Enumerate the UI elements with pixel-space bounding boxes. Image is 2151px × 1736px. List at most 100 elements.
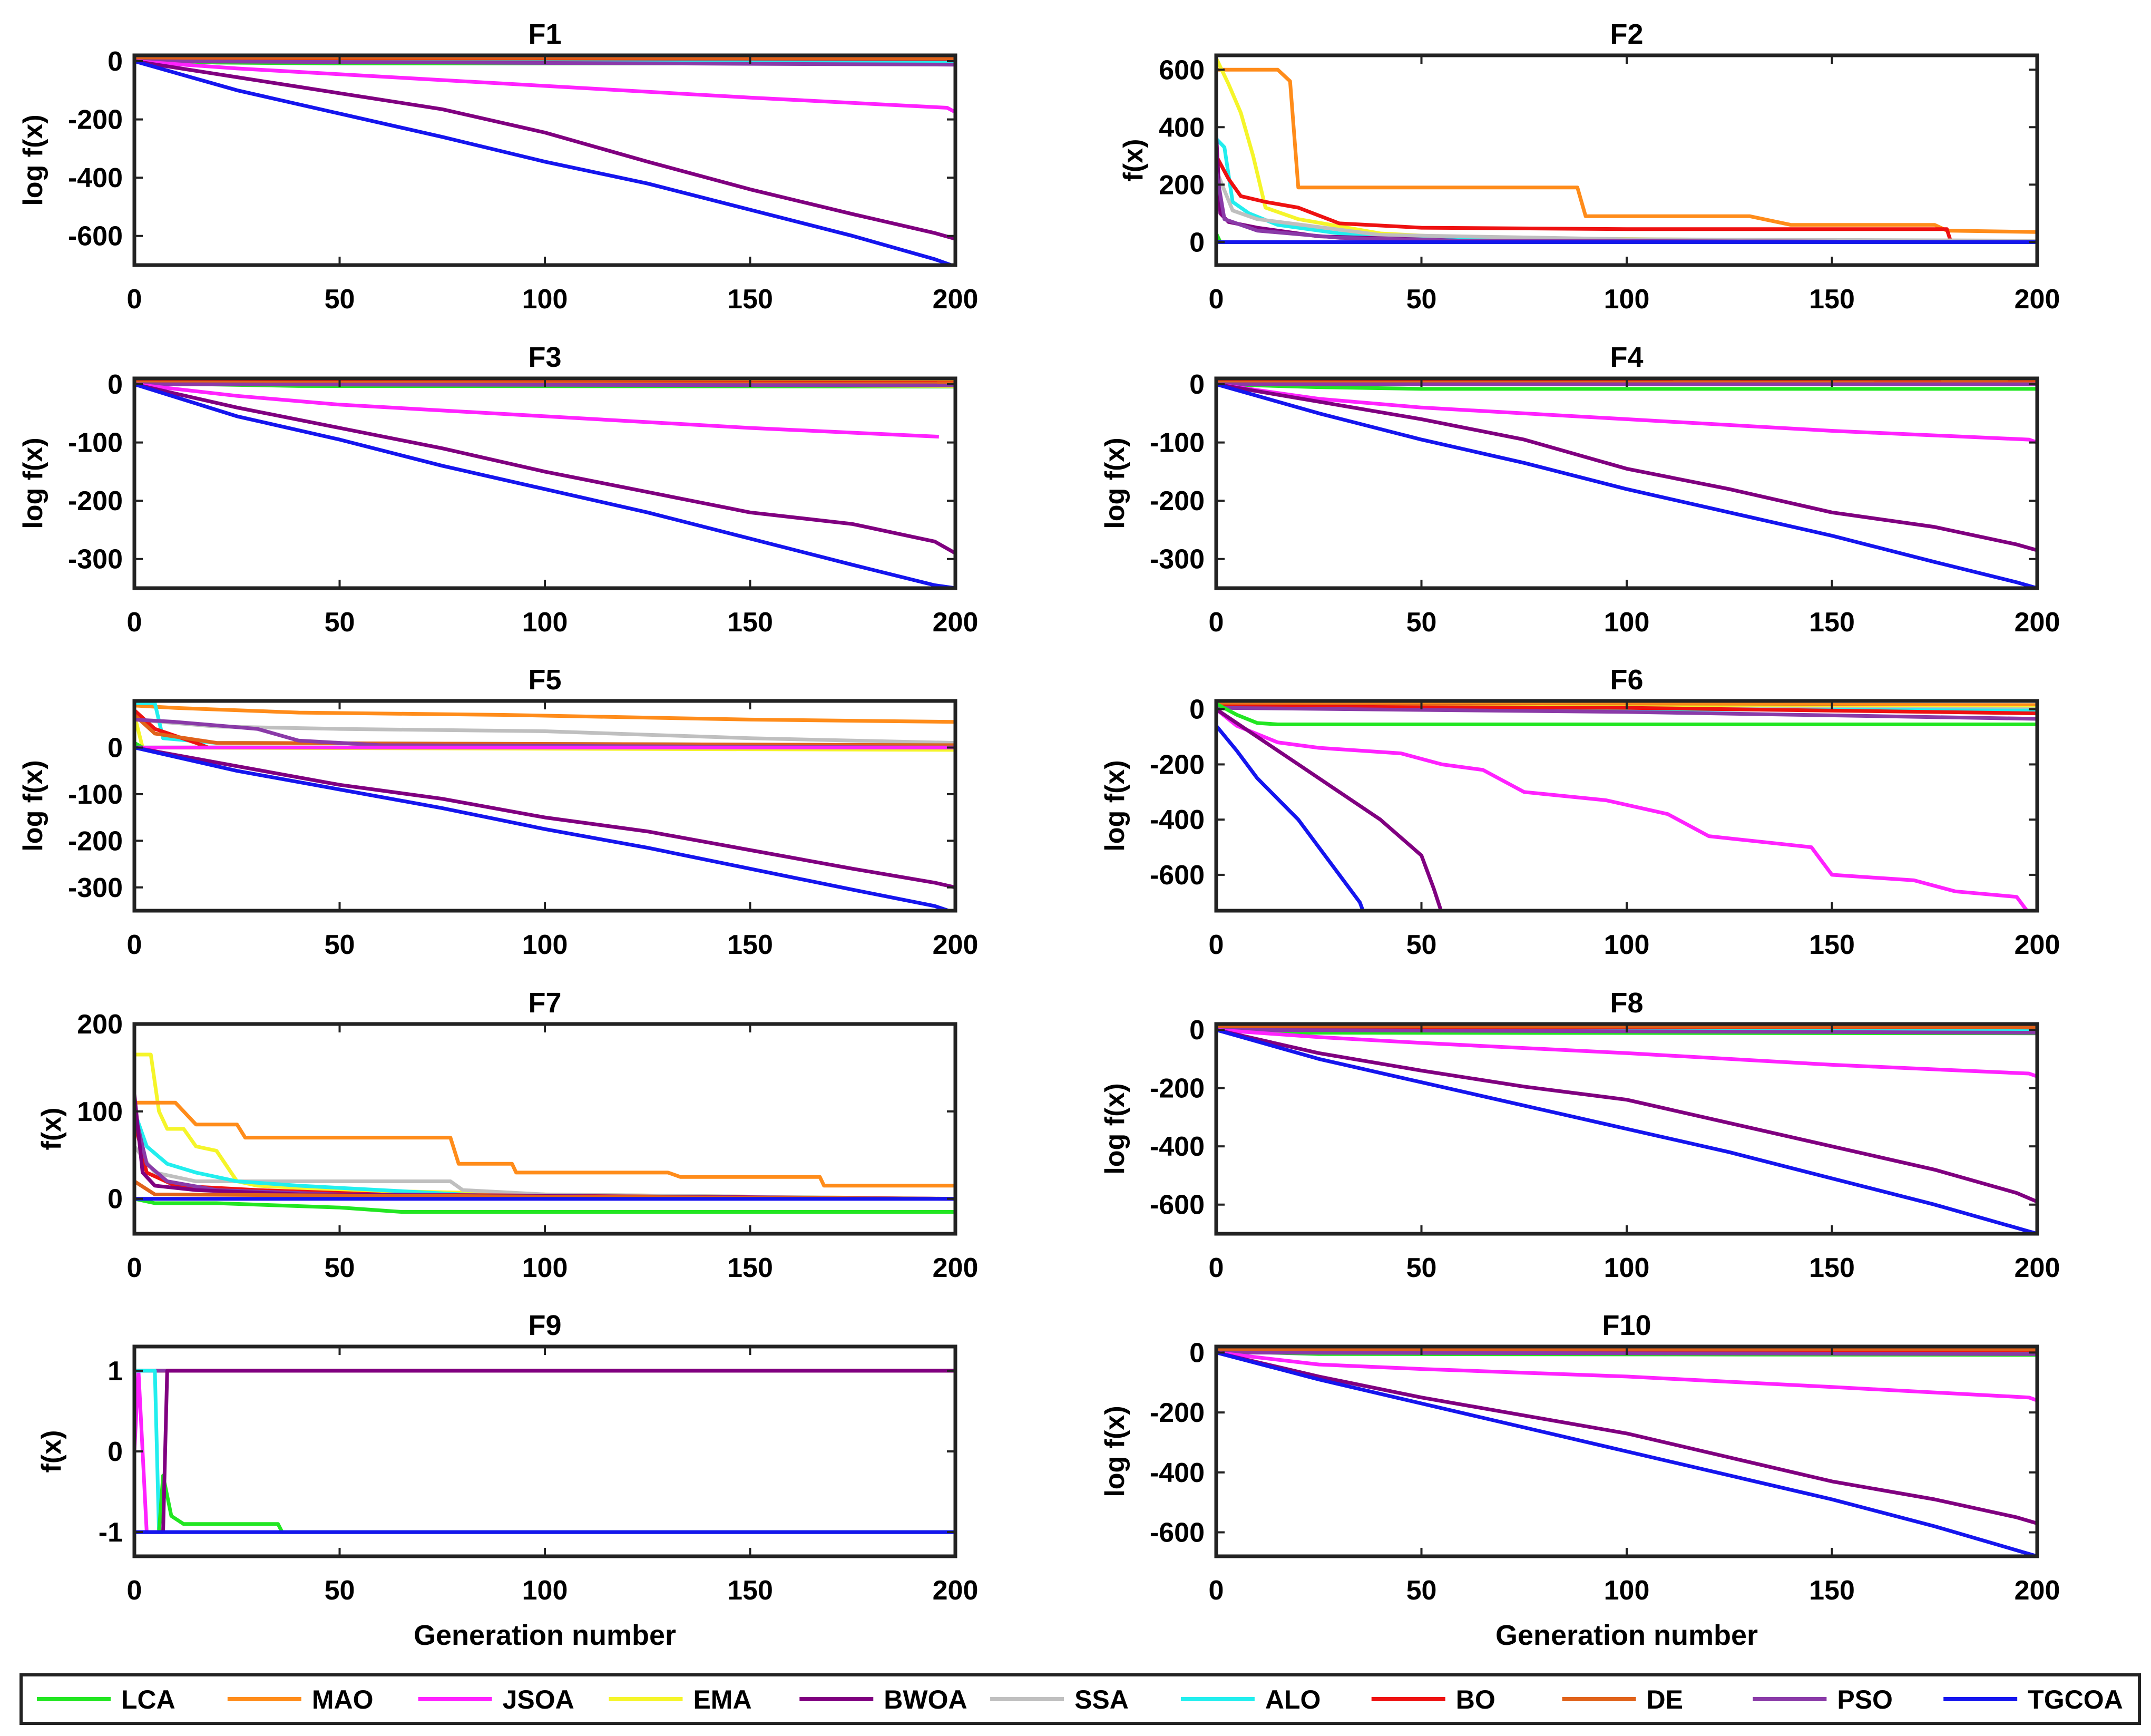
series-lca-line: [134, 1474, 955, 1534]
y-axis-label: log f(x): [18, 760, 48, 851]
series-jsoa-line: [134, 382, 939, 439]
x-axis-label: Generation number: [1495, 1620, 1758, 1651]
series-bwoa-line: [1216, 707, 1443, 911]
x-tick-label: 150: [1809, 1253, 1855, 1283]
y-tick-label: -400: [1150, 805, 1205, 835]
series-group: [1216, 1347, 2037, 1556]
series-group: [1216, 57, 2037, 244]
chart-f2: F2 0 50 100 150 200 0 200 400 600 f(x): [1118, 18, 2060, 315]
legend-item-tgcoa: TGCOA: [1943, 1685, 2123, 1714]
series-pso-line: [1216, 706, 2037, 721]
x-tick-label: 50: [325, 930, 355, 960]
series-group: [1216, 379, 2037, 588]
y-tick-label: 0: [1189, 369, 1205, 400]
series-jsoa-line: [1216, 382, 2037, 444]
x-tick-label: 200: [2015, 930, 2060, 960]
x-tick-label: 200: [933, 1253, 979, 1283]
y-tick-label: -600: [1150, 860, 1205, 891]
x-tick-label: 50: [325, 284, 355, 315]
legend-label: EMA: [693, 1685, 751, 1714]
series-ssa-line: [134, 1145, 955, 1201]
series-bwoa-line: [134, 382, 955, 555]
x-tick-label: 100: [1604, 930, 1650, 960]
x-tick-label: 100: [522, 930, 568, 960]
legend-item-lca: LCA: [37, 1685, 175, 1714]
plot-area: [132, 1022, 957, 1236]
chart-f7: F7 0 50 100 150 200 0 100 200 f(x): [36, 987, 978, 1283]
series-pso-line: [134, 717, 955, 749]
y-axis-label: log f(x): [18, 437, 48, 529]
series-group: [1216, 701, 2037, 911]
series-tgcoa-line: [134, 59, 955, 265]
x-tick-label: 200: [2015, 607, 2060, 638]
y-tick-label: 0: [107, 1437, 123, 1467]
legend-label: SSA: [1074, 1685, 1129, 1714]
series-bwoa-line: [1216, 1028, 2037, 1204]
legend-label: DE: [1647, 1685, 1683, 1714]
x-tick-label: 0: [1209, 284, 1224, 315]
chart-title: F6: [1610, 664, 1643, 696]
x-tick-label: 100: [1604, 1575, 1650, 1606]
legend-item-bo: BO: [1371, 1685, 1495, 1714]
y-tick-label: -400: [1150, 1458, 1205, 1488]
series-ssa-line: [134, 717, 955, 745]
y-tick-label: -200: [1150, 749, 1205, 780]
x-tick-label: 150: [1809, 930, 1855, 960]
y-tick-label: -300: [68, 544, 123, 575]
series-bwoa-line: [1216, 382, 2037, 552]
series-group: [134, 701, 955, 911]
x-tick-label: 0: [127, 607, 142, 638]
y-axis-label: log f(x): [1100, 437, 1130, 529]
legend-item-jsoa: JSOA: [418, 1685, 574, 1714]
legend-item-ssa: SSA: [990, 1685, 1129, 1714]
series-group: [134, 1369, 955, 1534]
x-tick-label: 0: [127, 284, 142, 315]
x-tick-label: 150: [727, 930, 773, 960]
y-tick-label: 0: [107, 46, 123, 77]
series-bwoa-line: [134, 1369, 955, 1534]
x-tick-label: 0: [127, 1575, 142, 1606]
series-mao-line: [134, 704, 955, 724]
x-tick-label: 50: [1406, 1575, 1437, 1606]
x-tick-label: 0: [127, 1253, 142, 1283]
series-group: [134, 1052, 955, 1214]
x-tick-label: 50: [325, 1253, 355, 1283]
x-tick-label: 0: [1209, 930, 1224, 960]
chart-f4: F4 0 50 100 150 200 0 -100 -200 -300 log f(x): [1100, 342, 2060, 638]
chart-title: F2: [1610, 18, 1643, 50]
chart-f5: F5 0 50 100 150 200 0 -100 -200 -300 log f(x): [18, 664, 978, 960]
y-tick-label: 0: [107, 369, 123, 400]
series-bwoa-line: [1216, 1350, 2037, 1525]
legend-label: JSOA: [503, 1685, 574, 1714]
legend-label: TGCOA: [2028, 1685, 2123, 1714]
x-tick-label: 50: [325, 607, 355, 638]
series-jsoa-line: [134, 59, 955, 114]
chart-f6: F6 0 50 100 150 200 0 -200 -400 -600 log f(x): [1100, 664, 2060, 960]
x-tick-label: 50: [325, 1575, 355, 1606]
y-tick-label: -400: [1150, 1132, 1205, 1162]
x-tick-label: 200: [933, 1575, 979, 1606]
series-lca-line: [1216, 702, 2037, 726]
legend-item-alo: ALO: [1180, 1685, 1321, 1714]
y-tick-label: -600: [68, 221, 123, 252]
series-jsoa-line: [1216, 707, 2029, 911]
legend-label: BWOA: [884, 1685, 967, 1714]
chart-title: F7: [528, 987, 561, 1019]
chart-title: F8: [1610, 987, 1643, 1019]
series-tgcoa-line: [1216, 1028, 2037, 1234]
y-tick-label: -200: [1150, 1398, 1205, 1428]
y-tick-label: 400: [1159, 112, 1205, 143]
series-tgcoa-line: [134, 745, 954, 911]
series-tgcoa-line: [1216, 1351, 2037, 1556]
legend: LCA MAO JSOA EMA BWOA SSA ALO BO DE PSO TGCOA: [19, 1673, 2141, 1725]
legend-item-ema: EMA: [609, 1685, 752, 1714]
x-tick-label: 0: [1209, 607, 1224, 638]
legend-item-de: DE: [1562, 1685, 1683, 1714]
x-tick-label: 0: [1209, 1253, 1224, 1283]
chart-title: F9: [528, 1310, 561, 1341]
y-axis-label: log f(x): [1100, 760, 1130, 851]
series-alo-line: [134, 1369, 955, 1534]
